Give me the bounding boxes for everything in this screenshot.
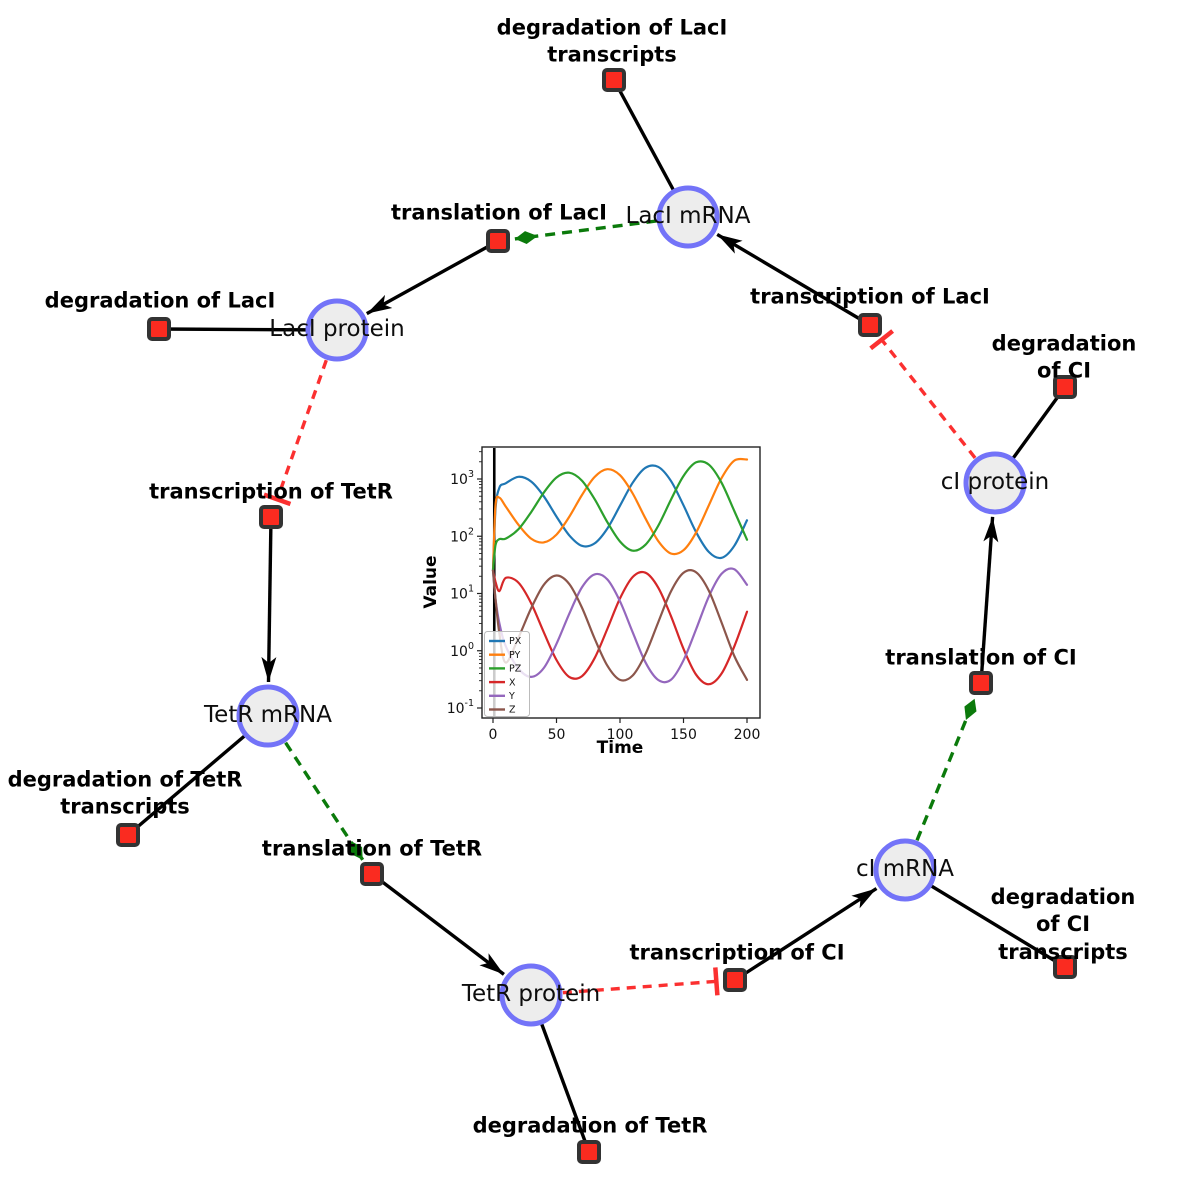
series-line-PZ xyxy=(491,460,749,572)
x-tick-label: 100 xyxy=(607,727,634,743)
legend-label-PX: PX xyxy=(509,636,522,647)
edge-activation-tetr_mrna-to-transl_tetr xyxy=(284,741,365,861)
species-label-laci_mrna: LacI mRNA xyxy=(625,203,751,230)
reaction-label-deg_laci: degradation of LacI xyxy=(44,288,276,313)
reaction-node-transl_ci[interactable] xyxy=(969,671,993,695)
species-node-ci_protein[interactable] xyxy=(963,451,1027,515)
reaction-node-tc_laci[interactable] xyxy=(858,313,882,337)
reaction-label-deg_tetr: degradation of TetR xyxy=(472,1113,708,1138)
species-node-laci_protein[interactable] xyxy=(305,298,369,362)
reaction-label-deg_ci: degradation of CI xyxy=(991,331,1137,383)
edge-inhibition-laci_protein-to-tc_tetr xyxy=(263,359,328,507)
legend-label-PZ: PZ xyxy=(509,664,522,675)
edge-production-tc_ci-to-ci_mrna xyxy=(734,887,878,982)
reaction-node-tc_tetr[interactable] xyxy=(259,505,283,529)
legend-label-Y: Y xyxy=(508,691,515,702)
series-line-PY xyxy=(491,457,749,572)
edge-activation-laci_mrna-to-transl_laci xyxy=(514,219,657,244)
reaction-node-tc_ci[interactable] xyxy=(723,968,747,992)
reaction-node-transl_laci[interactable] xyxy=(486,229,510,253)
reaction-node-deg_tetr[interactable] xyxy=(577,1140,601,1164)
species-node-tetr_mrna[interactable] xyxy=(236,684,300,748)
y-axis-label: Value xyxy=(421,555,441,608)
reaction-label-deg_tetr_tx: degradation of TetR transcripts xyxy=(7,767,243,819)
edge-production-tc_tetr-to-tetr_mrna xyxy=(261,516,277,683)
species-label-tetr_mrna: TetR mRNA xyxy=(204,702,332,729)
nodes-layer xyxy=(116,68,1077,1164)
reaction-label-tc_laci: transcription of LacI xyxy=(750,284,990,309)
reaction-node-deg_laci[interactable] xyxy=(147,317,171,341)
reaction-label-tc_tetr: transcription of TetR xyxy=(149,479,393,504)
species-label-ci_mrna: cI mRNA xyxy=(855,856,955,883)
x-tick-label: 150 xyxy=(670,727,697,743)
reaction-node-deg_ci[interactable] xyxy=(1053,375,1077,399)
species-label-tetr_protein: TetR protein xyxy=(461,981,601,1008)
edge-production-transl_laci-to-laci_protein xyxy=(365,239,499,316)
reaction-label-transl_ci: translation of CI xyxy=(885,645,1077,670)
legend-label-Z: Z xyxy=(509,705,516,716)
reaction-label-transl_laci: translation of LacI xyxy=(391,200,607,225)
edge-production-tc_laci-to-laci_mrna xyxy=(716,232,871,327)
reaction-label-deg_ci_tx: degradation of CI transcripts xyxy=(990,885,1136,964)
reaction-label-deg_laci_tx: degradation of LacI transcripts xyxy=(496,15,728,67)
edge-production-transl_ci-to-ci_protein xyxy=(979,516,999,684)
reaction-node-transl_tetr[interactable] xyxy=(360,862,384,886)
legend-label-PY: PY xyxy=(509,650,521,661)
edge-activation-ci_mrna-to-transl_ci xyxy=(915,698,977,842)
species-label-ci_protein: cI protein xyxy=(940,469,1050,496)
x-axis-label: Time xyxy=(597,738,644,758)
edge-inhibition-tetr_protein-to-tc_ci xyxy=(562,967,720,996)
reaction-node-deg_ci_tx[interactable] xyxy=(1053,955,1077,979)
legend-label-X: X xyxy=(509,677,516,688)
species-node-tetr_protein[interactable] xyxy=(499,963,563,1027)
series-line-X xyxy=(491,569,749,686)
reaction-node-deg_tetr_tx[interactable] xyxy=(116,823,140,847)
species-label-laci_protein: LacI protein xyxy=(269,316,405,343)
species-node-laci_mrna[interactable] xyxy=(656,185,720,249)
species-node-ci_mrna[interactable] xyxy=(873,838,937,902)
edge-production-transl_tetr-to-tetr_protein xyxy=(370,872,505,976)
reaction-node-deg_laci_tx[interactable] xyxy=(602,68,626,92)
reaction-label-tc_ci: transcription of CI xyxy=(629,940,845,965)
x-tick-label: 200 xyxy=(734,727,761,743)
series-line-PX xyxy=(491,464,749,572)
x-tick-label: 50 xyxy=(548,727,566,743)
x-tick-label: 0 xyxy=(489,727,498,743)
reaction-label-transl_tetr: translation of TetR xyxy=(261,836,483,861)
